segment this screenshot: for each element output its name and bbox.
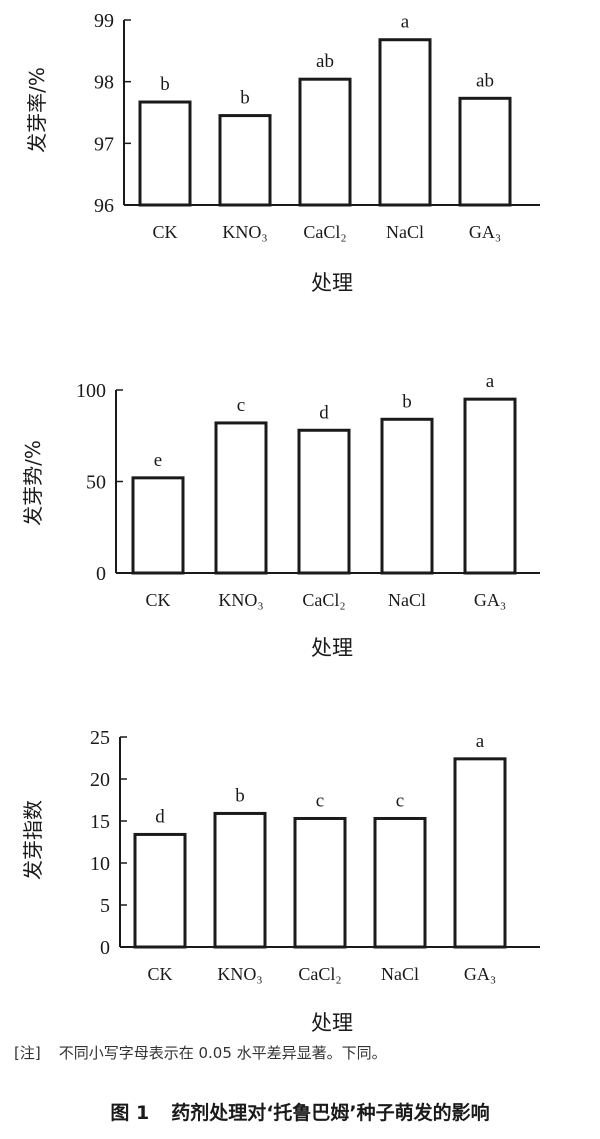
bar	[131, 476, 185, 575]
y-axis-title: 发芽指数	[21, 800, 45, 880]
x-tick-label: GA₃	[469, 222, 501, 242]
caption-number: 图 1	[110, 1102, 150, 1124]
caption-title: 药剂处理对‘托鲁巴姆’种子萌发的影响	[171, 1102, 490, 1124]
bar	[453, 757, 507, 949]
significance-label: d	[319, 402, 329, 423]
bar	[293, 816, 347, 949]
y-tick-label: 99	[94, 10, 114, 32]
x-axis-title: 处理	[311, 1011, 353, 1035]
bar	[297, 428, 351, 575]
significance-label: e	[154, 450, 162, 471]
significance-label: b	[240, 88, 250, 109]
y-tick-label: 98	[94, 72, 114, 94]
bar	[458, 96, 512, 207]
x-tick-label: CaCl₂	[298, 964, 341, 984]
significance-label: ab	[476, 70, 494, 91]
significance-label: c	[237, 395, 245, 416]
x-tick-label: CaCl₂	[302, 590, 345, 610]
significance-label: b	[160, 74, 170, 95]
x-tick-label: CK	[147, 964, 172, 984]
y-tick-label: 0	[96, 563, 106, 585]
bar	[138, 100, 192, 207]
y-tick-label: 97	[94, 133, 114, 155]
germination-rate-chart: 96 97 98 99 b CK b KNO₃ ab CaCl₂ a NaCl ab GA₃ 发芽率/% 处理	[25, 10, 540, 295]
y-tick-label: 15	[90, 811, 110, 833]
figure-caption: 图 1 药剂处理对‘托鲁巴姆’种子萌发的影响	[0, 1098, 600, 1125]
x-tick-label: CK	[152, 222, 177, 242]
y-tick-label: 50	[86, 472, 106, 494]
x-tick-label: KNO₃	[222, 222, 267, 242]
x-tick-label: NaCl	[386, 222, 424, 242]
x-tick-label: KNO₃	[217, 964, 262, 984]
x-tick-label: KNO₃	[218, 590, 263, 610]
bar	[463, 397, 517, 575]
bar	[373, 816, 427, 949]
y-tick-label: 10	[90, 853, 110, 875]
note-text: 不同小写字母表示在 0.05 水平差异显著。下同。	[58, 1044, 387, 1062]
x-tick-label: NaCl	[381, 964, 419, 984]
significance-label: a	[401, 12, 410, 33]
bar	[378, 38, 432, 207]
significance-label: c	[316, 790, 324, 811]
significance-label: ab	[316, 51, 334, 72]
y-tick-label: 5	[100, 895, 110, 917]
significance-label: c	[396, 790, 404, 811]
x-tick-label: GA₃	[464, 964, 496, 984]
significance-label: d	[155, 806, 165, 827]
x-axis-title: 处理	[311, 271, 353, 295]
y-axis-title: 发芽率/%	[25, 67, 49, 153]
bar	[298, 77, 352, 207]
y-tick-label: 96	[94, 195, 114, 217]
x-tick-label: NaCl	[388, 590, 426, 610]
bar	[133, 832, 187, 949]
bar	[213, 811, 267, 949]
x-axis-title: 处理	[311, 636, 353, 660]
significance-label: b	[402, 391, 412, 412]
y-tick-label: 20	[90, 769, 110, 791]
x-tick-label: CK	[145, 590, 170, 610]
significance-label: a	[486, 371, 495, 392]
y-tick-label: 0	[100, 937, 110, 959]
significance-label: a	[476, 731, 485, 752]
figure-note: [注] 不同小写字母表示在 0.05 水平差异显著。下同。	[14, 1042, 387, 1063]
note-tag: [注]	[14, 1044, 41, 1062]
significance-label: b	[235, 785, 245, 806]
bar	[214, 421, 268, 575]
y-tick-label: 100	[76, 380, 106, 402]
y-axis-title: 发芽势/%	[21, 440, 45, 526]
x-tick-label: CaCl₂	[303, 222, 346, 242]
bar	[218, 114, 272, 207]
bar	[380, 417, 434, 575]
x-tick-label: GA₃	[474, 590, 506, 610]
y-tick-label: 25	[90, 727, 110, 749]
germination-energy-chart: 0 50 100 e CK c KNO₃ d CaCl₂ b NaCl a GA₃ 发芽势/% 处理	[21, 371, 540, 660]
